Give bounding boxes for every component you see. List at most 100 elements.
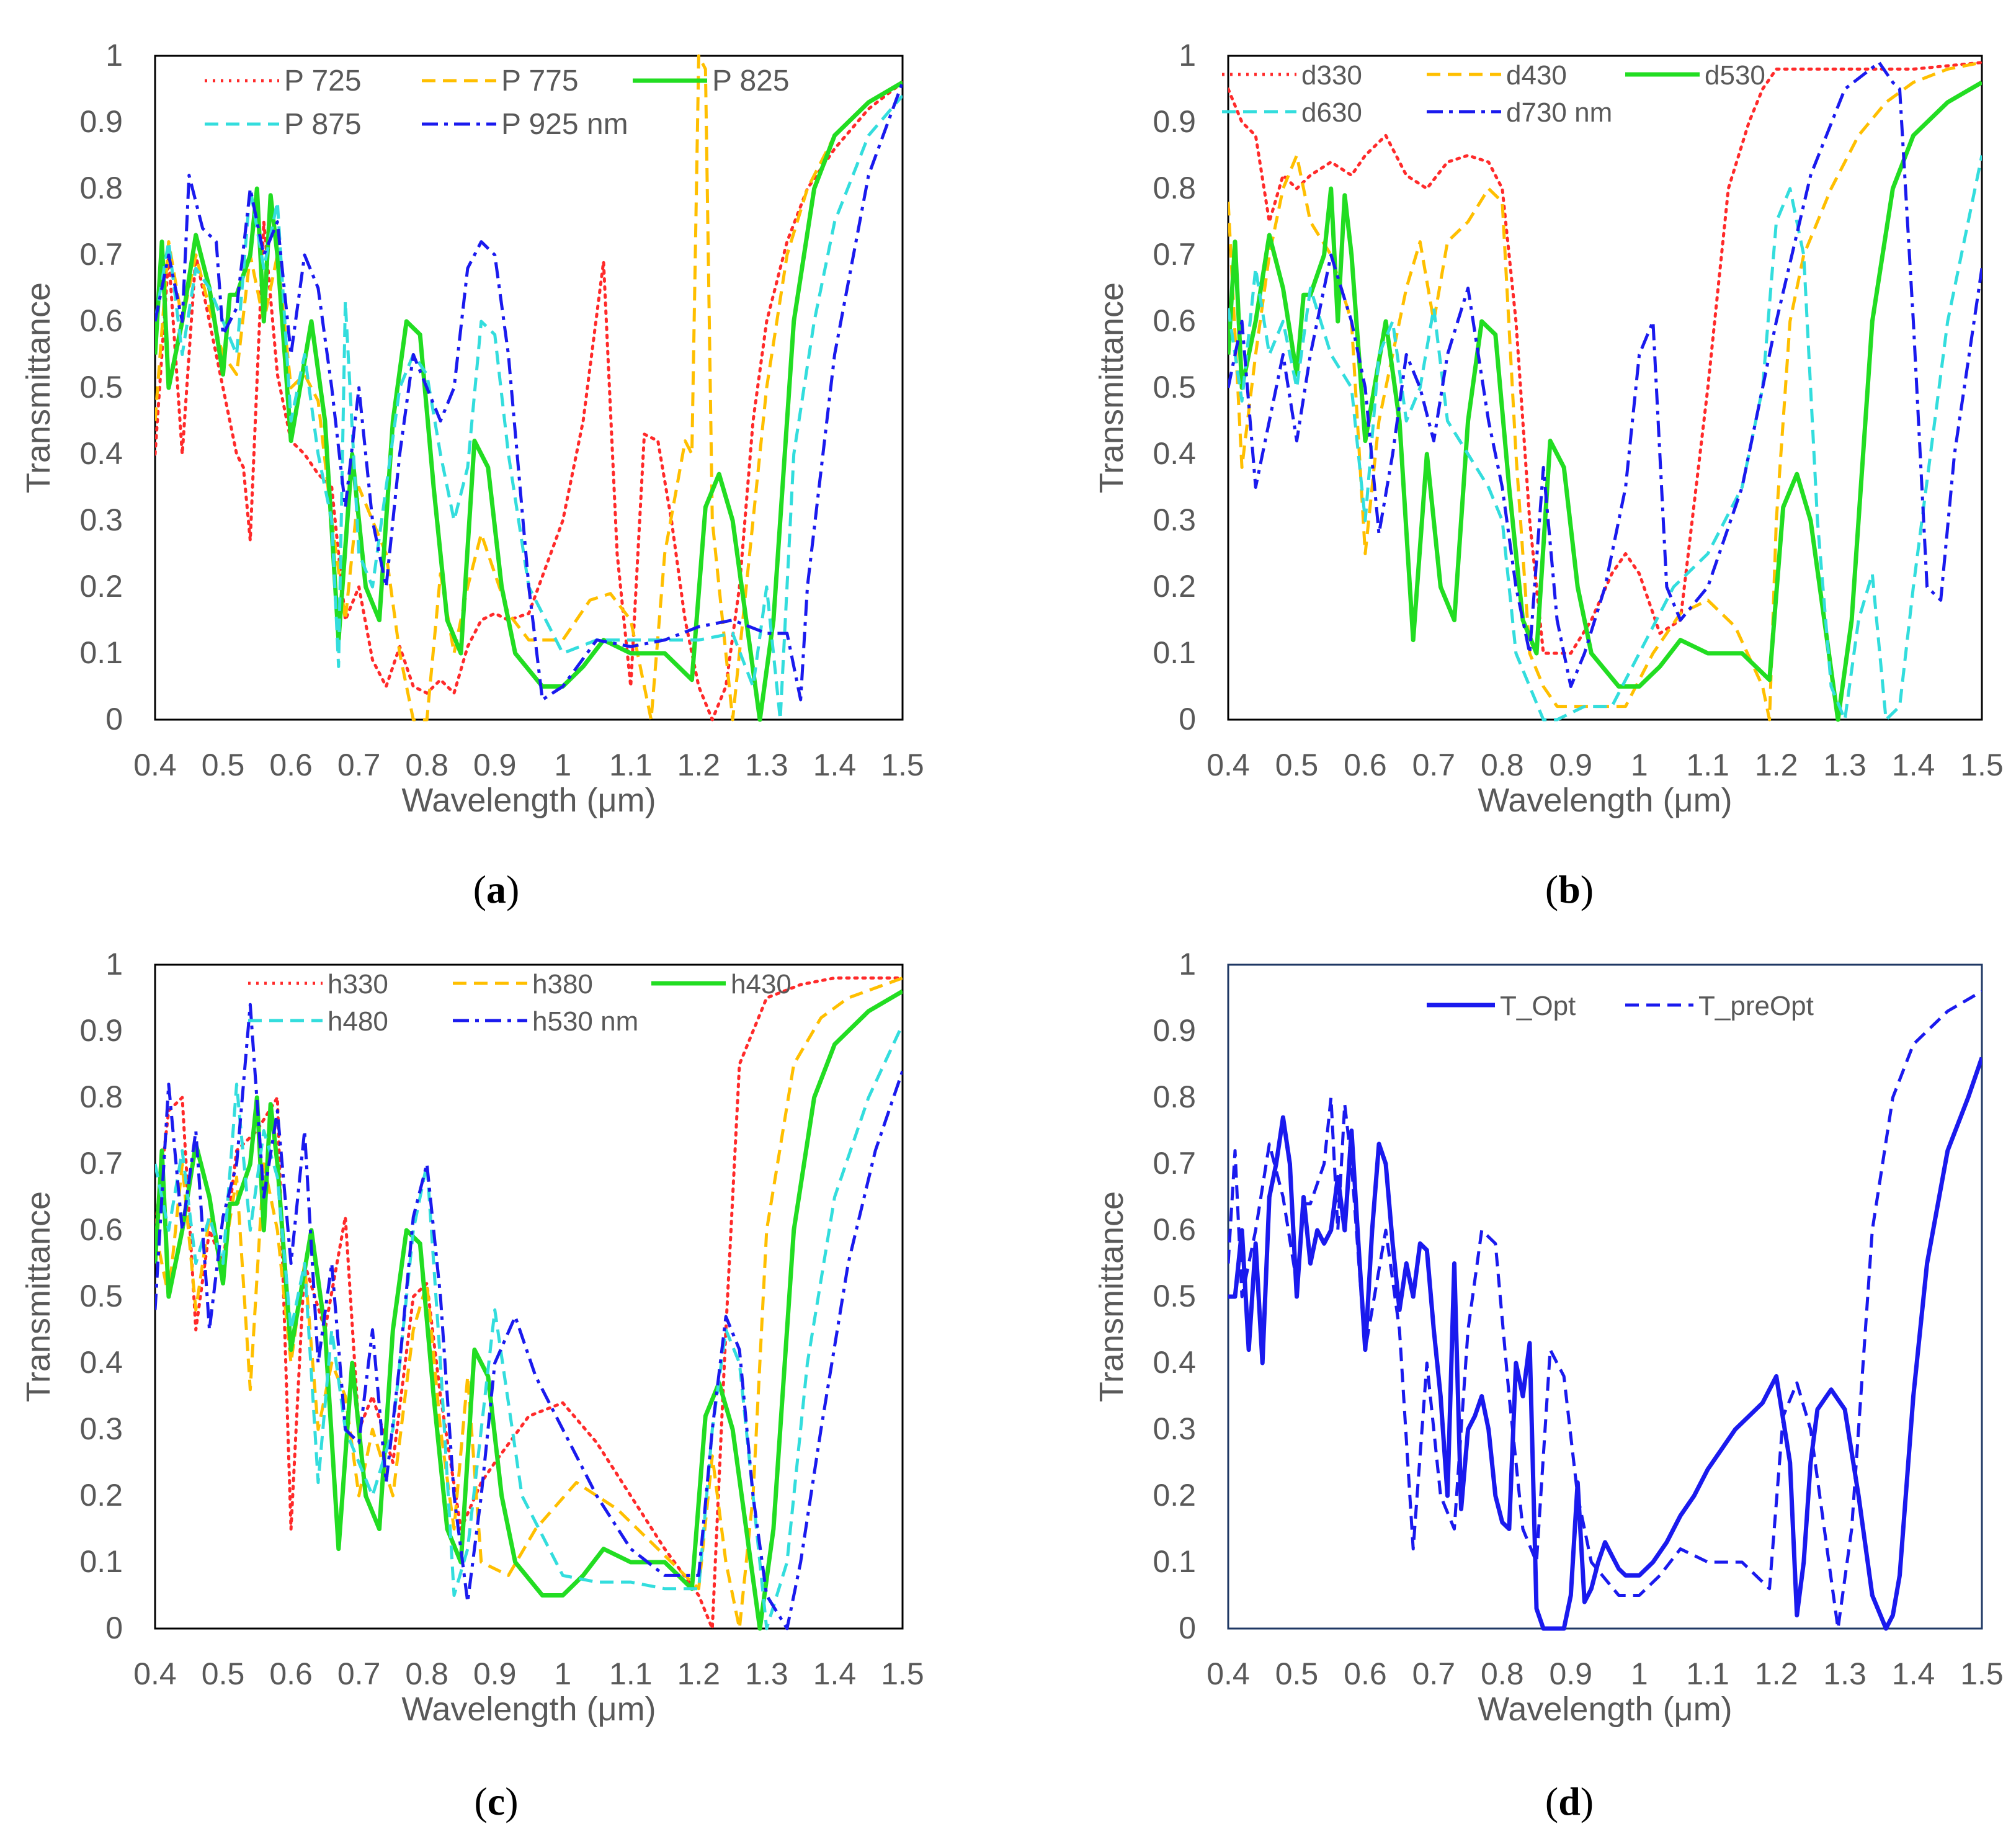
x-tick-label: 0.9 [1550,1656,1593,1691]
y-tick-label: 0.7 [1153,1146,1196,1181]
y-tick-label: 0.4 [79,1345,123,1380]
legend-label: h530 nm [532,1006,638,1037]
x-tick-label: 0.8 [1481,748,1524,782]
y-tick-label: 0.2 [79,569,123,604]
series-line-5 [1228,61,1982,688]
legend-label: d630 [1301,97,1362,128]
legend-label: P 725 [284,65,362,97]
x-tick-label: 0.8 [1481,1656,1524,1691]
legend: T_Opt T_preOpt [1427,991,1814,1021]
y-tick-label: 0 [105,702,123,736]
y-tick-label: 1 [1179,947,1196,981]
x-tick-label: 1.4 [1892,748,1935,782]
x-tick-label: 0.9 [1550,748,1593,782]
series-line-2 [1228,990,1982,1630]
series-line-1 [1228,61,1982,655]
x-axis-label: Wavelength (μm) [401,782,656,819]
y-tick-label: 0.1 [79,635,123,670]
legend-label: h380 [532,969,593,999]
y-axis-label: Transmittance [20,282,57,493]
panel-label: (c) [474,1779,518,1823]
y-tick-label: 0.2 [1153,1478,1196,1513]
x-tick-label: 1 [554,748,571,782]
plot-frame [154,55,904,721]
y-tick-label: 1 [105,947,123,981]
y-tick-label: 0.1 [1153,1544,1196,1579]
x-tick-label: 0.4 [133,748,177,782]
y-tick-label: 0.5 [79,1279,123,1313]
series-line-2 [155,54,903,722]
series-group [1228,990,1982,1631]
y-tick-label: 0.7 [1153,237,1196,272]
y-tick-label: 1 [1179,38,1196,73]
y-tick-label: 0.5 [79,370,123,404]
chart-panel-1: 0.4 0.5 0.6 0.7 0.8 0.9 1 1.1 1.2 1.3 1.4 1.5 0 0.1 0.… [20,38,924,911]
x-tick-label: 0.7 [1412,748,1456,782]
legend-label: P 825 [712,65,790,97]
x-tick-label: 1.5 [1960,1656,2004,1691]
y-tick-label: 0.9 [79,1013,123,1048]
y-tick-label: 0.3 [1153,503,1196,537]
x-tick-label: 0.4 [1206,1656,1250,1691]
x-tick-label: 1.3 [745,1656,788,1691]
series-line-4 [1228,154,1982,722]
y-tick-label: 0.8 [79,171,123,205]
x-tick-label: 1.1 [1686,1656,1729,1691]
x-tick-label: 0.5 [202,748,245,782]
y-tick-label: 0.8 [1153,1079,1196,1114]
y-tick-label: 0.4 [79,436,123,471]
y-tick-label: 0.3 [79,503,123,537]
x-tick-label: 0.6 [1344,1656,1387,1691]
x-tick-label: 0.5 [1275,748,1319,782]
x-tick-label: 1.4 [813,1656,857,1691]
y-tick-label: 0.7 [79,237,123,272]
x-tick-label: 1.4 [1892,1656,1935,1691]
legend-label: d330 [1301,60,1362,91]
y-tick-label: 0.2 [79,1478,123,1513]
y-tick-label: 0.3 [1153,1411,1196,1446]
x-tick-label: 1.1 [1686,748,1729,782]
x-tick-label: 0.7 [337,748,381,782]
legend-label: h480 [328,1006,388,1037]
chart-panel-4: 0.4 0.5 0.6 0.7 0.8 0.9 1 1.1 1.2 1.3 1.4 1.5 0 0.1 0.… [1093,947,2004,1823]
y-tick-label: 0.4 [1153,1345,1196,1380]
legend-label: P 875 [284,108,362,141]
x-tick-label: 0.7 [337,1656,381,1691]
x-tick-label: 0.8 [405,1656,448,1691]
y-tick-label: 0.9 [1153,1013,1196,1048]
y-tick-label: 0.6 [79,1212,123,1247]
x-tick-label: 1.5 [881,748,924,782]
x-tick-label: 1.4 [813,748,857,782]
series-line-4 [155,1024,903,1630]
y-tick-label: 0.7 [79,1146,123,1181]
series-line-1 [155,81,903,722]
y-tick-label: 0.5 [1153,1279,1196,1313]
y-tick-label: 0 [105,1611,123,1645]
x-tick-label: 0.4 [1206,748,1250,782]
x-tick-label: 0.5 [202,1656,245,1691]
y-tick-label: 0.8 [79,1079,123,1114]
x-tick-label: 0.9 [473,748,517,782]
x-axis-label: Wavelength (μm) [1478,782,1732,819]
y-axis-label: Transmittance [1093,282,1130,493]
y-tick-label: 0 [1179,1611,1196,1645]
y-tick-label: 0.8 [1153,171,1196,205]
panel-label: (a) [473,867,520,911]
plot-frame [1227,963,1983,1630]
y-tick-label: 0.5 [1153,370,1196,404]
x-tick-label: 0.4 [133,1656,177,1691]
y-tick-label: 0.1 [1153,635,1196,670]
legend-label: h330 [328,969,388,999]
y-tick-label: 0.1 [79,1544,123,1579]
y-tick-label: 0.6 [1153,1212,1196,1247]
series-line-1 [1228,1057,1982,1631]
y-tick-label: 0.4 [1153,436,1196,471]
x-tick-label: 1.3 [745,748,788,782]
legend-label: P 775 [501,65,579,97]
y-axis-label: Transmittance [1093,1191,1130,1402]
legend-label: d530 [1705,60,1765,91]
x-tick-label: 0.9 [473,1656,517,1691]
legend-label: d730 nm [1506,97,1612,128]
legend-label: T_preOpt [1698,991,1814,1021]
